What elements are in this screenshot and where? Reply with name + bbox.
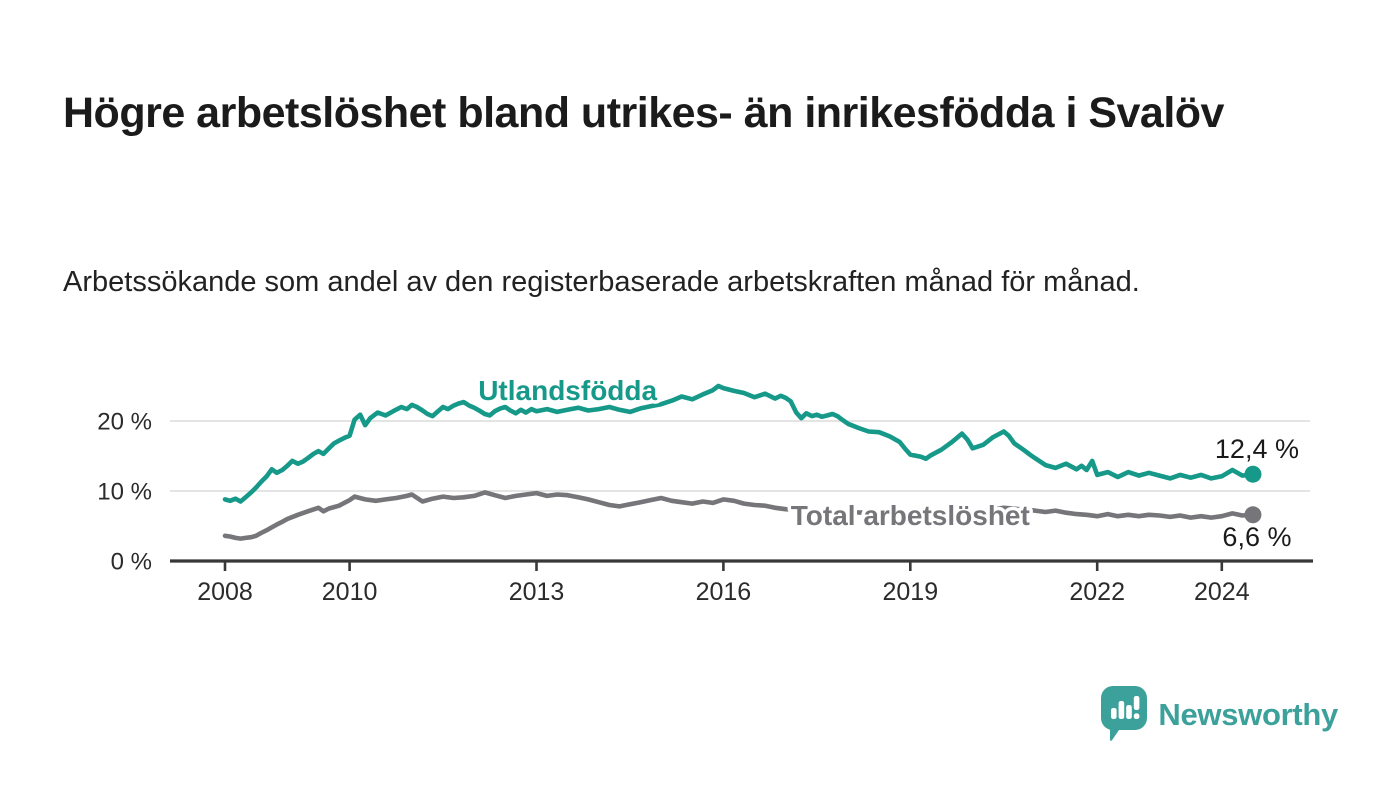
newsworthy-logo-text: Newsworthy <box>1158 697 1338 732</box>
y-tick-label-10: 10 % <box>97 479 152 506</box>
series-end-label-1: 6,6 % <box>1222 522 1291 552</box>
series-label-1: Total arbetslöshet <box>791 500 1030 531</box>
chart-subtitle: Arbetssökande som andel av den registerb… <box>63 266 1140 298</box>
series-end-label-0: 12,4 % <box>1215 434 1299 464</box>
x-tick-label-2010: 2010 <box>322 578 378 606</box>
x-tick-label-2013: 2013 <box>509 578 565 606</box>
x-tick-label-2022: 2022 <box>1069 578 1125 606</box>
series-end-dot-0 <box>1244 465 1262 483</box>
y-tick-label-20: 20 % <box>97 409 152 436</box>
series-line-0 <box>222 383 1256 504</box>
newsworthy-logo-icon <box>1101 686 1148 741</box>
x-tick-label-2019: 2019 <box>882 578 938 606</box>
series-label-0: Utlandsfödda <box>478 375 657 406</box>
newsworthy-brand: Newsworthy <box>1101 686 1338 744</box>
series-line-1 <box>222 490 1256 541</box>
x-tick-label-2016: 2016 <box>696 578 752 606</box>
x-tick-label-2024: 2024 <box>1194 578 1250 606</box>
series-end-dot-1 <box>1244 506 1262 524</box>
chart-canvas: 2008 2010 2013 2016 2019 2022 2024 0 % 10 % 20 % U… <box>97 371 1313 606</box>
x-tick-label-2008: 2008 <box>197 578 253 606</box>
y-tick-label-0: 0 % <box>111 549 152 576</box>
page-title: Högre arbetslöshet bland utrikes- än inr… <box>63 88 1224 137</box>
unemployment-line-chart: 2008 2010 2013 2016 2019 2022 2024 0 % 10 % 20 % U… <box>0 350 1400 660</box>
